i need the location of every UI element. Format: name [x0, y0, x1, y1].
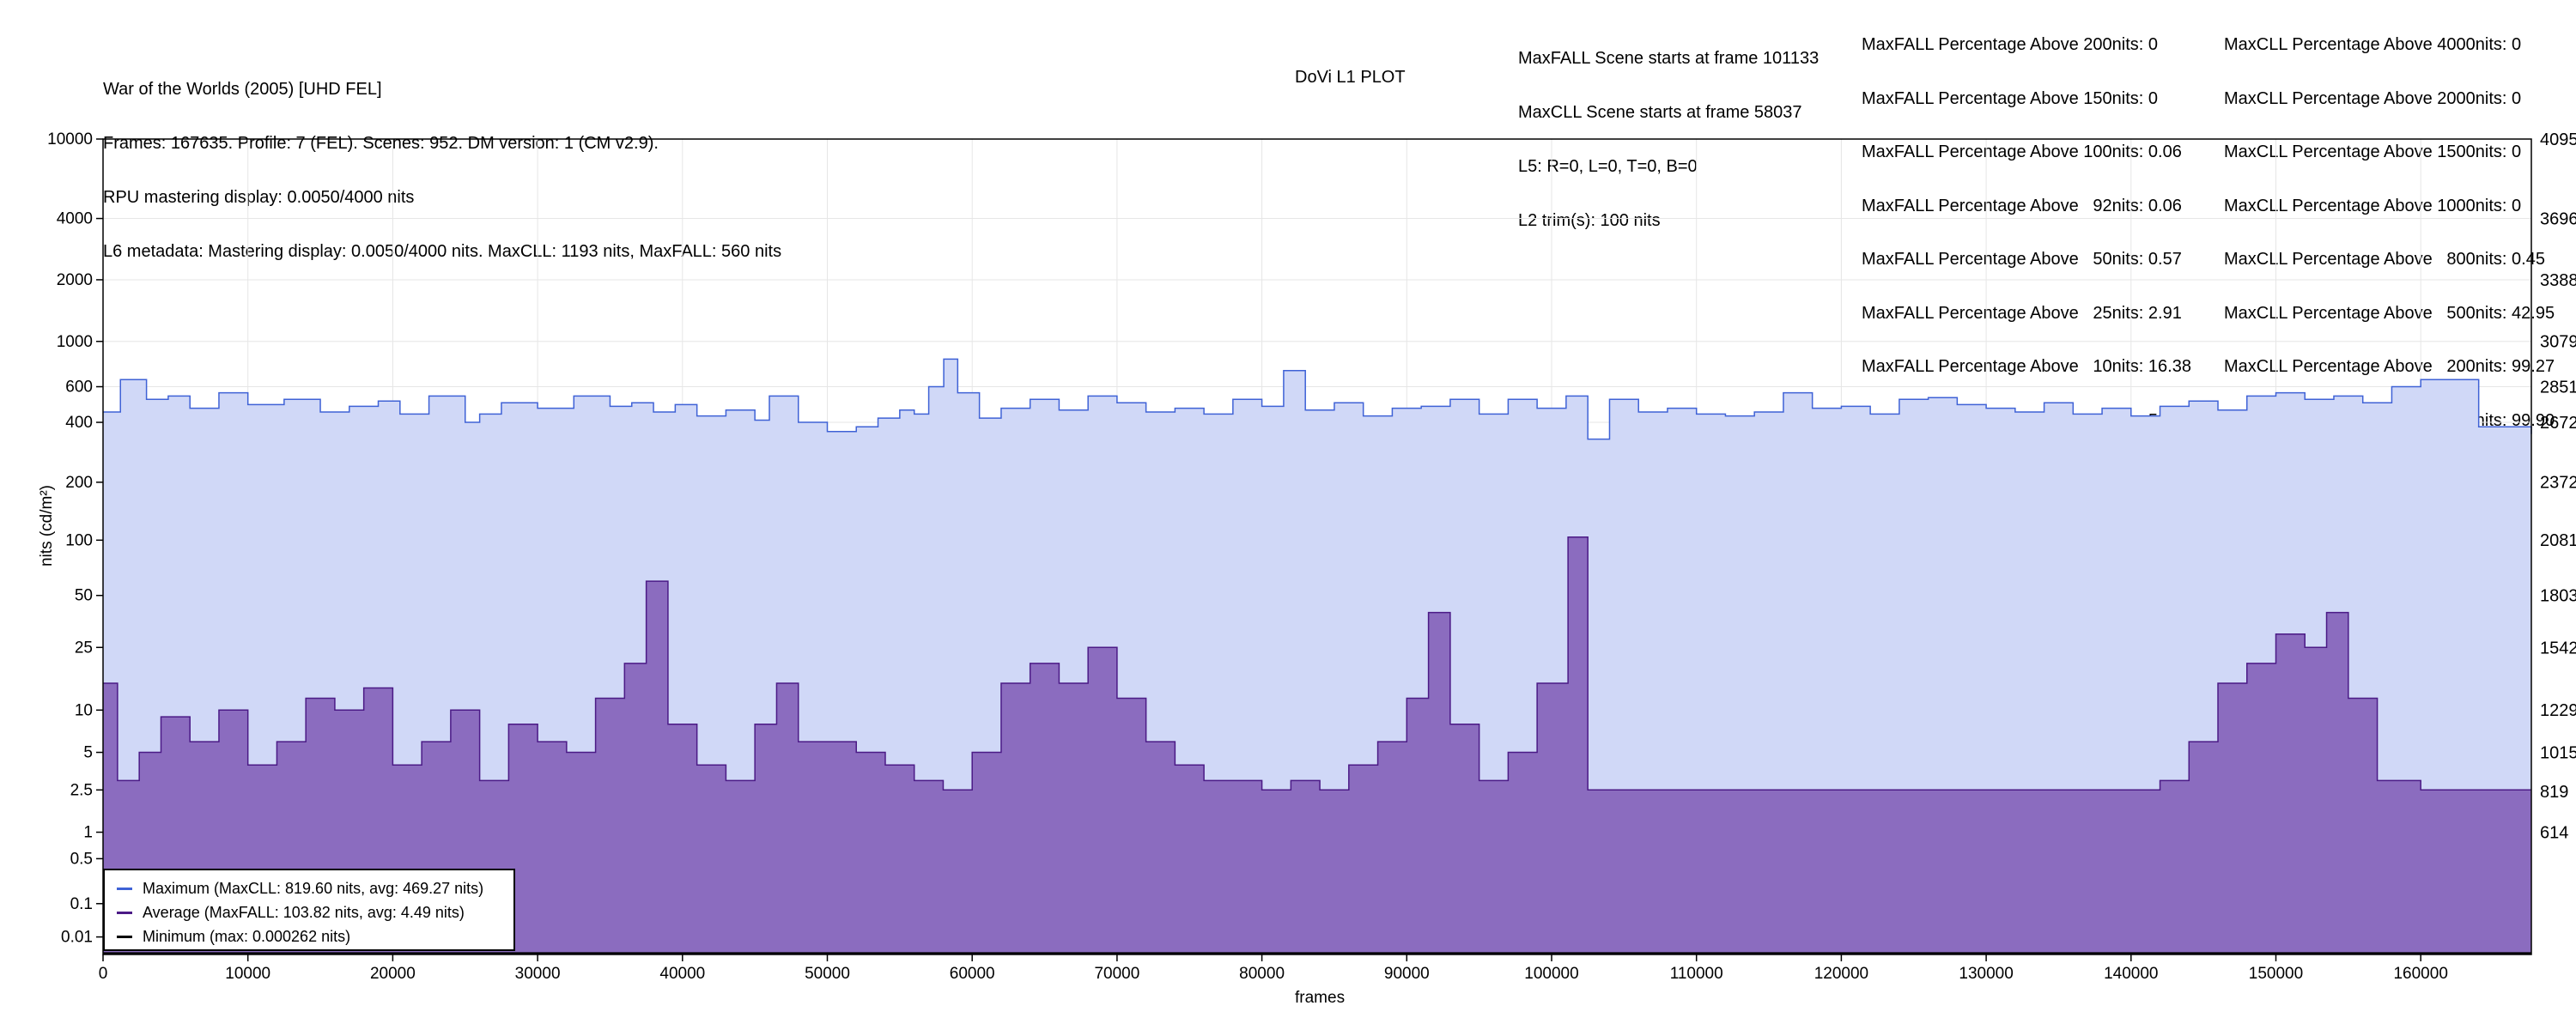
y-right-tick-label: 2851 [2540, 379, 2576, 397]
legend-label-minimum: Minimum (max: 0.000262 nits) [143, 927, 351, 945]
x-tick-label: 30000 [515, 965, 561, 983]
y-right-tick-label: 819 [2540, 783, 2568, 802]
average-series-area [103, 536, 2531, 954]
y-tick-label: 0.5 [70, 850, 93, 868]
scene-info: MaxFALL Scene starts at frame 101133 Max… [1518, 14, 1819, 248]
plot-title: DoVi L1 PLOT [1295, 68, 1406, 87]
y-right-tick-label: 1229 [2540, 701, 2576, 720]
plot-frame [102, 138, 2532, 955]
maxcll-pct-row: MaxCLL Percentage Above 800nits: 0.45 [2224, 250, 2545, 269]
y-tick-label: 2000 [57, 271, 93, 289]
x-tick-label: 80000 [1239, 965, 1285, 983]
x-tick-label: 160000 [2393, 965, 2447, 983]
legend-swatch-minimum [117, 935, 132, 938]
x-tick-label: 50000 [805, 965, 850, 983]
chart-frame [102, 138, 2532, 955]
y-tick-label: 4000 [57, 210, 93, 228]
y-tick-label: 1 [83, 824, 93, 842]
y-tick-label: 5 [83, 744, 93, 762]
y-tick-label: 2.5 [70, 781, 93, 799]
maximum-series-line [103, 358, 2532, 440]
rpu-mastering-info: RPU mastering display: 0.0050/4000 nits [103, 188, 415, 207]
x-tick-label: 110000 [1670, 965, 1723, 983]
chart-title: War of the Worlds (2005) [UHD FEL] [103, 80, 382, 99]
y-tick-label: 25 [75, 639, 93, 657]
y-tick-label: 400 [65, 414, 93, 432]
maxfall-pct-row: MaxFALL Percentage Above 92nits: 0.06 [1862, 196, 2182, 215]
x-axis-label: frames [1295, 989, 1346, 1007]
x-tick-label: 70000 [1094, 965, 1139, 983]
legend-item-maximum: Maximum (MaxCLL: 819.60 nits, avg: 469.2… [117, 879, 483, 898]
x-tick-label: 20000 [370, 965, 416, 983]
x-tick-label: 140000 [2104, 965, 2158, 983]
y-tick-label: 0.01 [61, 929, 93, 947]
maxcll-pct-row: MaxCLL Percentage Above 2000nits: 0 [2224, 88, 2522, 108]
legend-item-minimum: Minimum (max: 0.000262 nits) [117, 927, 350, 946]
x-tick-label: 40000 [659, 965, 705, 983]
legend-swatch-average [117, 911, 132, 914]
maxcll-pct-row: MaxCLL Percentage Above 200nits: 99.27 [2224, 357, 2555, 376]
l5-info: L5: R=0, L=0, T=0, B=0 [1518, 157, 1698, 176]
y-tick-label: 10 [75, 701, 93, 719]
legend-label-maximum: Maximum (MaxCLL: 819.60 nits, avg: 469.2… [143, 879, 484, 897]
y-tick-label: 1000 [57, 333, 93, 351]
l2-trim-info: L2 trim(s): 100 nits [1518, 211, 1661, 230]
x-tick-label: 0 [99, 965, 108, 983]
y-right-tick-label: 3388 [2540, 271, 2576, 290]
legend-item-average: Average (MaxFALL: 103.82 nits, avg: 4.49… [117, 903, 465, 922]
maxfall-pct-row: MaxFALL Percentage Above 150nits: 0 [1862, 88, 2159, 108]
maxcll-pct-row: MaxCLL Percentage Above 4000nits: 0 [2224, 35, 2522, 54]
y-tick-label: 600 [65, 379, 93, 397]
maxfall-percentage-table: MaxFALL Percentage Above 200nits: 0 MaxF… [1862, 0, 2191, 447]
maxcll-pct-row: MaxCLL Percentage Above 500nits: 42.95 [2224, 303, 2555, 323]
x-tick-label: 130000 [1959, 965, 2013, 983]
y-right-tick-label: 614 [2540, 824, 2568, 843]
y-tick-label: 100 [65, 531, 93, 549]
maxfall-scene-info: MaxFALL Scene starts at frame 101133 [1518, 49, 1820, 68]
maxfall-pct-row: MaxFALL Percentage Above 200nits: 0 [1862, 35, 2159, 54]
chart-ticks: 0 10000 20000 30000 40000 50000 60000 70000 8000… [47, 130, 2576, 983]
legend-label-average: Average (MaxFALL: 103.82 nits, avg: 4.49… [143, 903, 465, 921]
y-right-tick-label: 1542 [2540, 639, 2576, 657]
maxcll-scene-info: MaxCLL Scene starts at frame 58037 [1518, 103, 1802, 122]
y-right-tick-label: 2672 [2540, 414, 2576, 433]
maxfall-pct-row: MaxFALL Percentage Above 10nits: 16.38 [1862, 357, 2191, 376]
y-right-tick-label: 3696 [2540, 210, 2576, 229]
x-tick-label: 60000 [950, 965, 995, 983]
legend: Maximum (MaxCLL: 819.60 nits, avg: 469.2… [103, 869, 515, 951]
x-tick-label: 120000 [1814, 965, 1868, 983]
y-tick-label: 10000 [47, 130, 93, 148]
x-tick-label: 90000 [1384, 965, 1430, 983]
y-tick-label: 200 [65, 474, 93, 492]
maxcll-pct-row: MaxCLL Percentage Above 1500nits: 0 [2224, 142, 2522, 161]
chart-areas [103, 358, 2532, 954]
y-right-tick-label: 2081 [2540, 531, 2576, 550]
legend-swatch-maximum [117, 887, 132, 890]
y-right-tick-label: 4095 [2540, 130, 2576, 149]
y-axis-label: nits (cd/m²) [38, 485, 56, 566]
y-tick-label: 0.1 [70, 895, 93, 913]
x-tick-label: 150000 [2249, 965, 2303, 983]
y-tick-label: 50 [75, 587, 93, 605]
y-right-tick-label: 1015 [2540, 744, 2576, 763]
average-series-line [103, 536, 2531, 791]
y-right-tick-label: 3079 [2540, 333, 2576, 352]
maxcll-pct-row: MaxCLL Percentage Above 1000nits: 0 [2224, 196, 2522, 215]
y-right-tick-label: 2372 [2540, 474, 2576, 493]
l6-metadata-info: L6 metadata: Mastering display: 0.0050/4… [103, 242, 782, 261]
y-right-tick-label: 1803 [2540, 587, 2576, 606]
x-tick-label: 100000 [1524, 965, 1578, 983]
x-tick-label: 10000 [225, 965, 270, 983]
maxfall-pct-row: MaxFALL Percentage Above 100nits: 0.06 [1862, 142, 2182, 161]
